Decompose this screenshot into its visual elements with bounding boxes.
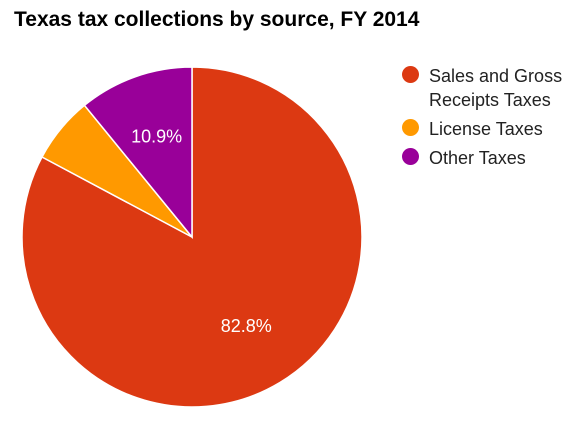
slice-label: 10.9% xyxy=(131,126,182,146)
legend-item-license-taxes[interactable]: License Taxes xyxy=(402,117,582,141)
slice-label: 82.8% xyxy=(221,316,272,336)
legend-item-sales-and-gross-receipts-taxes[interactable]: Sales and Gross Receipts Taxes xyxy=(402,64,582,112)
legend-swatch xyxy=(402,119,419,136)
legend-swatch xyxy=(402,66,419,83)
legend-item-other-taxes[interactable]: Other Taxes xyxy=(402,146,582,170)
pie-slice-other-taxes[interactable] xyxy=(83,66,193,240)
legend-label: License Taxes xyxy=(429,119,543,139)
legend: Sales and Gross Receipts Taxes License Tax… xyxy=(402,64,582,175)
legend-label: Other Taxes xyxy=(429,148,526,168)
legend-label: Sales and Gross Receipts Taxes xyxy=(429,66,563,110)
chart-title: Texas tax collections by source, FY 2014 xyxy=(14,8,420,31)
legend-swatch xyxy=(402,148,419,165)
